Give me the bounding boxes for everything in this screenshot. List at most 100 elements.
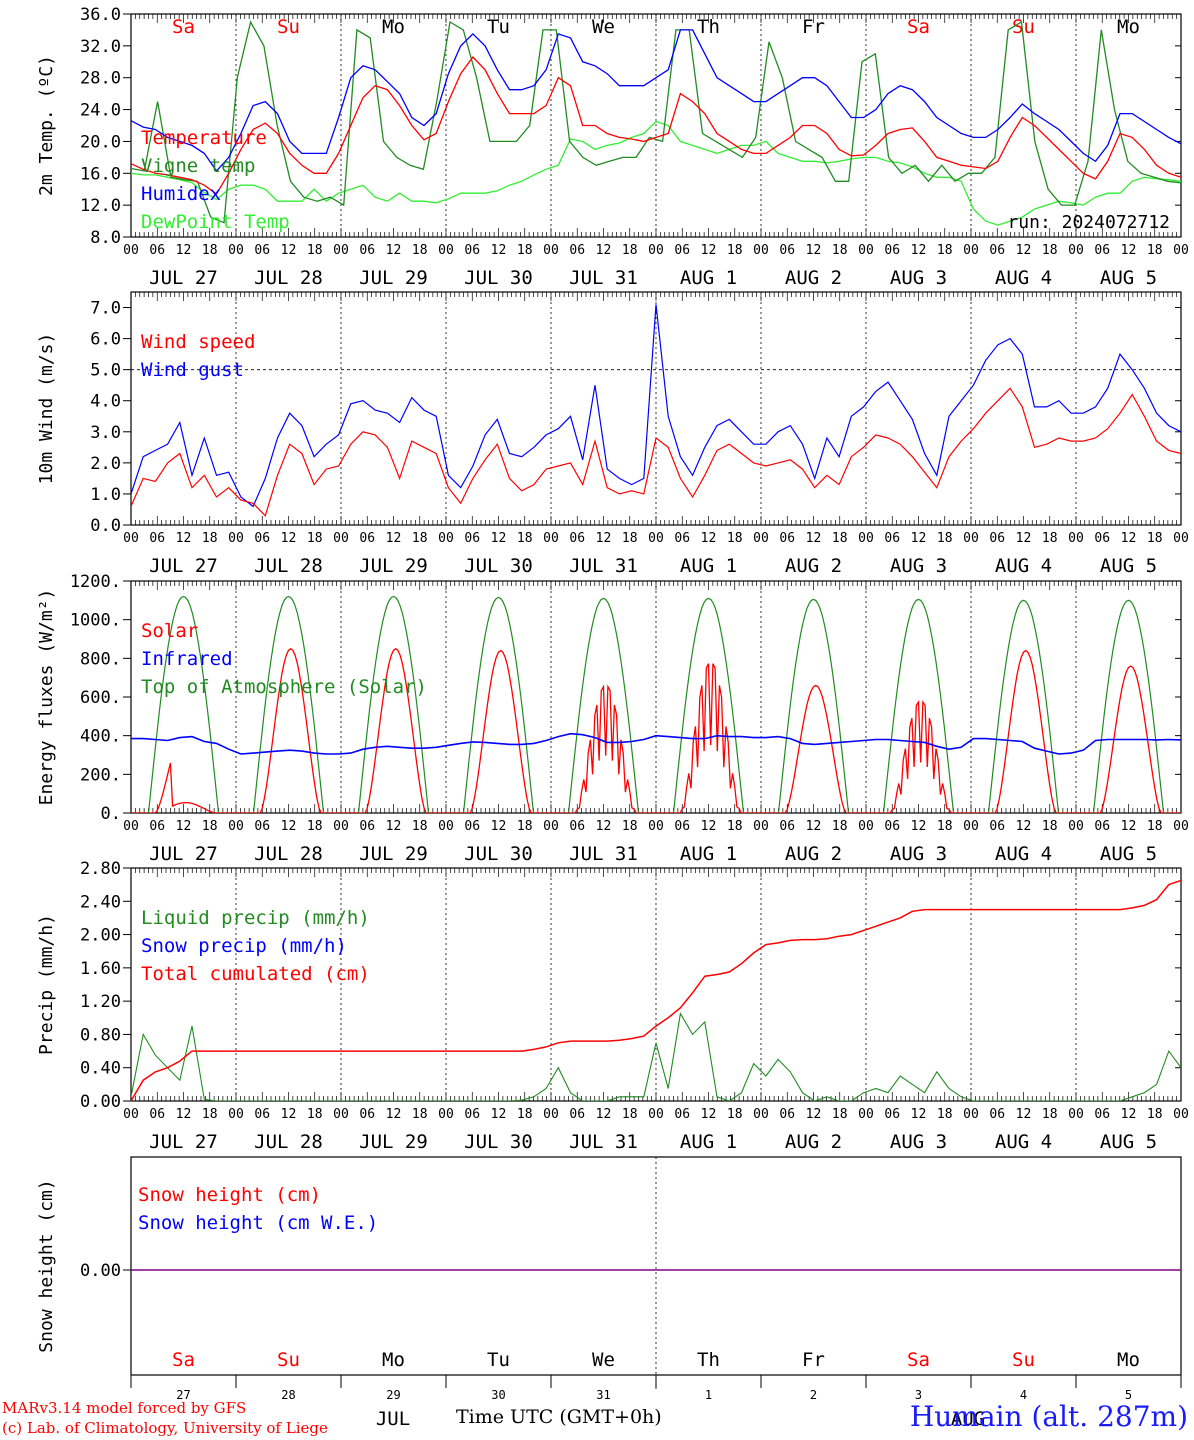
day-number: 28 (281, 1388, 295, 1402)
hour-label: 12 (806, 1107, 822, 1122)
y-tick-label: 5.0 (90, 361, 121, 381)
weekday-label: Mo (382, 1349, 405, 1371)
y-tick-label: 6.0 (90, 330, 121, 350)
date-label: JUL 29 (359, 267, 428, 289)
y-axis-label: Snow height (cm) (36, 1179, 57, 1352)
hour-label: 12 (176, 243, 192, 258)
hour-label: 12 (911, 819, 927, 834)
hour-label: 18 (727, 1107, 743, 1122)
hour-label: 12 (491, 1107, 507, 1122)
legend-lightgreen: DewPoint Temp (141, 211, 290, 233)
y-tick-label: 36.0 (80, 5, 121, 25)
hour-label: 06 (569, 1107, 585, 1122)
month-label: JUL (376, 1408, 410, 1430)
date-label: AUG 1 (680, 555, 737, 577)
hour-label: 12 (701, 819, 717, 834)
hour-label: 06 (464, 243, 480, 258)
hour-label: 12 (1121, 1107, 1137, 1122)
date-label: JUL 31 (569, 555, 638, 577)
hour-label: 12 (911, 531, 927, 546)
weekday-label: Tu (487, 16, 510, 38)
y-tick-label: 1000. (70, 611, 121, 631)
y-tick-label: 8.0 (90, 228, 121, 248)
day-number: 5 (1125, 1388, 1132, 1402)
y-tick-label: 16.0 (80, 164, 121, 184)
hour-label: 06 (569, 243, 585, 258)
y-axis-label: Energy fluxes (W/m²) (36, 589, 57, 806)
hour-label: 06 (779, 243, 795, 258)
hour-label: 00 (228, 243, 244, 258)
hour-label: 18 (412, 819, 428, 834)
hour-label: 12 (386, 531, 402, 546)
hour-label: 18 (1147, 243, 1163, 258)
hour-label: 18 (1147, 1107, 1163, 1122)
y-axis-label: 10m Wind (m/s) (36, 333, 57, 485)
y-tick-label: 0. (101, 804, 121, 824)
hour-label: 00 (1173, 531, 1189, 546)
hour-label: 00 (123, 531, 139, 546)
hour-label: 00 (753, 531, 769, 546)
date-label: AUG 3 (890, 555, 947, 577)
hour-label: 18 (202, 819, 218, 834)
hour-label: 12 (1016, 1107, 1032, 1122)
date-label: JUL 30 (464, 555, 533, 577)
weekday-label: Fr (802, 1349, 825, 1371)
y-tick-label: 0.80 (80, 1025, 121, 1045)
y-tick-label: 0.00 (80, 1261, 121, 1281)
hour-label: 12 (386, 819, 402, 834)
hour-label: 12 (491, 531, 507, 546)
hour-label: 00 (543, 1107, 559, 1122)
hour-label: 06 (674, 243, 690, 258)
hour-label: 18 (727, 819, 743, 834)
hour-label: 00 (1173, 243, 1189, 258)
hour-label: 06 (779, 531, 795, 546)
date-label: JUL 29 (359, 1131, 428, 1153)
date-label: AUG 3 (890, 1131, 947, 1153)
weekday-label: Tu (487, 1349, 510, 1371)
date-label: JUL 29 (359, 843, 428, 865)
date-label: JUL 27 (149, 1131, 218, 1153)
hour-label: 00 (1173, 819, 1189, 834)
time-axis-title: Time UTC (GMT+0h) (456, 1406, 662, 1428)
hour-label: 18 (307, 243, 323, 258)
y-tick-label: 32.0 (80, 37, 121, 57)
hour-label: 06 (359, 531, 375, 546)
hour-label: 00 (858, 1107, 874, 1122)
y-tick-label: 400. (80, 727, 121, 747)
hour-label: 00 (753, 1107, 769, 1122)
hour-label: 00 (228, 1107, 244, 1122)
hour-label: 18 (1147, 531, 1163, 546)
hour-label: 00 (1173, 1107, 1189, 1122)
hour-label: 18 (412, 1107, 428, 1122)
hour-label: 18 (622, 531, 638, 546)
hour-label: 12 (701, 1107, 717, 1122)
y-tick-label: 800. (80, 649, 121, 669)
y-tick-label: 12.0 (80, 196, 121, 216)
weekday-label: Mo (1117, 1349, 1140, 1371)
hour-label: 00 (333, 1107, 349, 1122)
hour-label: 00 (1068, 531, 1084, 546)
date-label: JUL 27 (149, 267, 218, 289)
hour-label: 06 (779, 1107, 795, 1122)
date-label: AUG 3 (890, 267, 947, 289)
hour-label: 12 (281, 243, 297, 258)
date-label: AUG 2 (785, 1131, 842, 1153)
y-axis-label: 2m Temp. (ºC) (36, 55, 57, 196)
date-label: JUL 27 (149, 555, 218, 577)
hour-label: 06 (884, 243, 900, 258)
hour-label: 18 (307, 819, 323, 834)
hour-label: 00 (438, 243, 454, 258)
series-liquid-precip (131, 1012, 1181, 1101)
month-label: AUG (951, 1408, 985, 1430)
series-top-of-atmosphere (131, 595, 1181, 813)
date-label: JUL 28 (254, 555, 323, 577)
series-solar (131, 647, 1181, 813)
date-label: JUL 28 (254, 267, 323, 289)
hour-label: 06 (149, 819, 165, 834)
hour-label: 00 (333, 819, 349, 834)
hour-label: 00 (228, 819, 244, 834)
weekday-label: Su (1012, 1349, 1035, 1371)
hour-label: 06 (884, 819, 900, 834)
hour-label: 18 (517, 1107, 533, 1122)
y-tick-label: 0.00 (80, 1092, 121, 1112)
